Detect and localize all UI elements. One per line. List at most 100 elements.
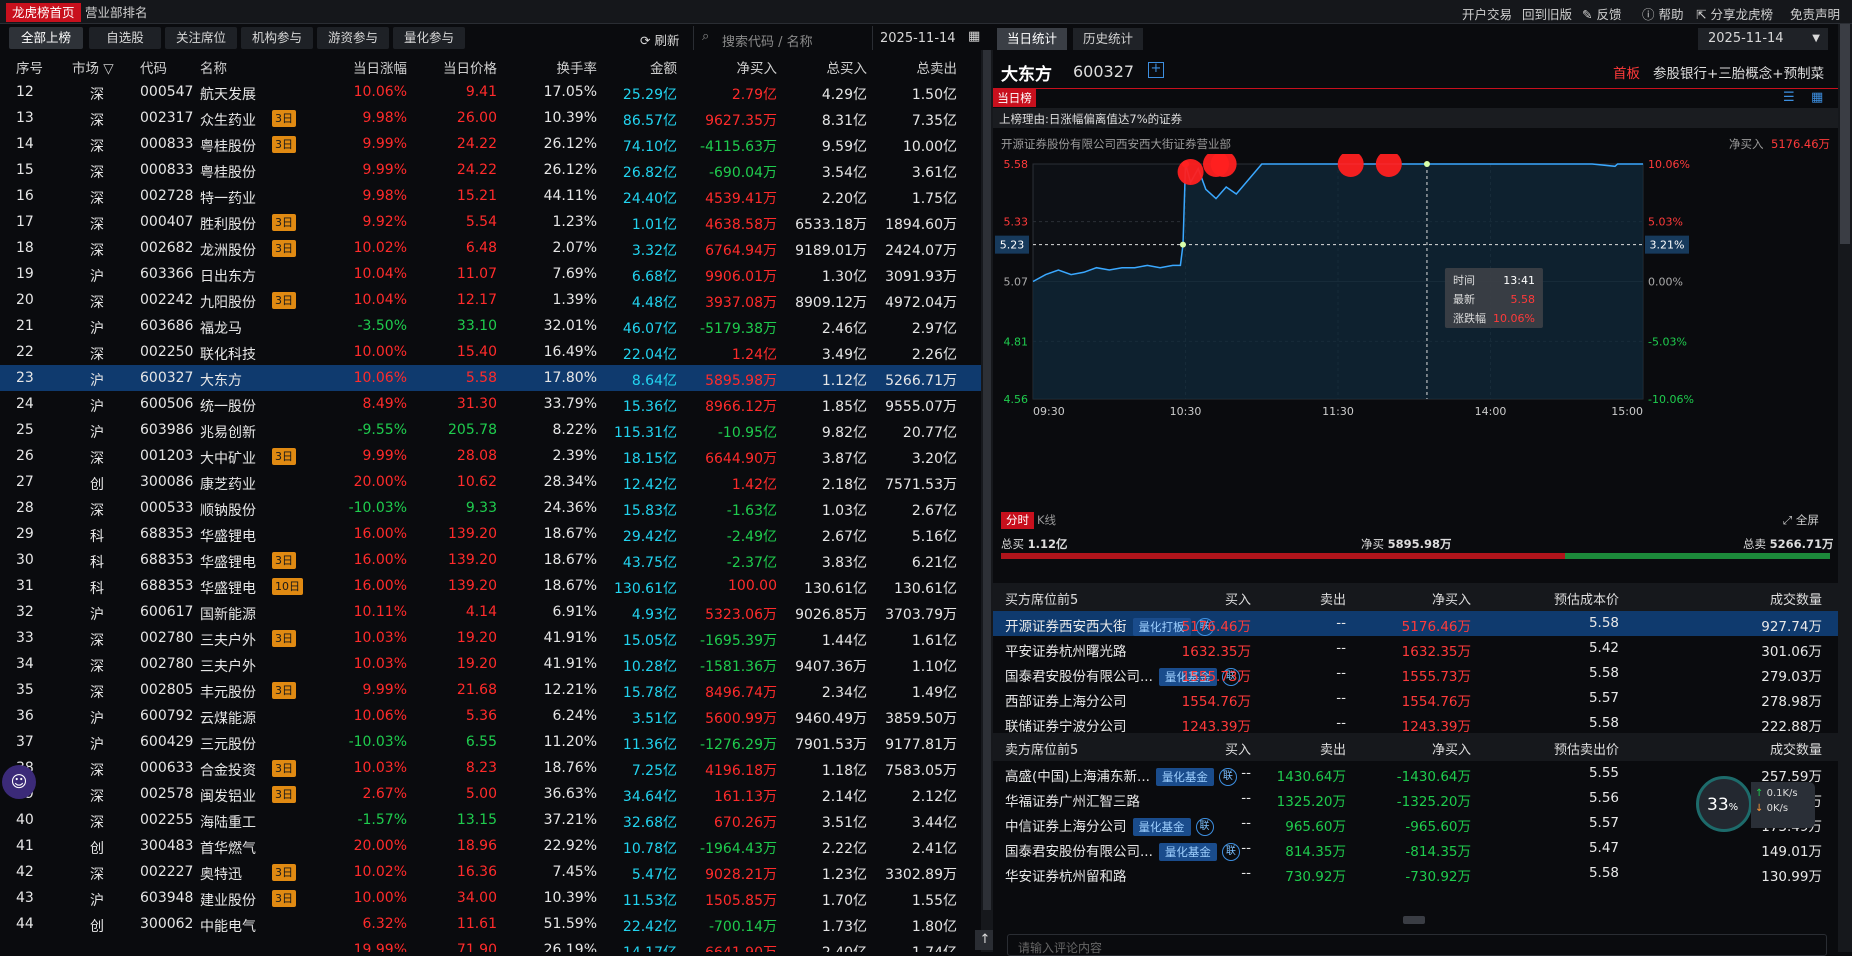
list-view-icon[interactable]: ☰ (1783, 90, 1795, 105)
cell-code[interactable]: 000407 (140, 214, 194, 230)
cell-code[interactable]: 000533 (140, 500, 194, 516)
cell-name[interactable]: 国新能源 (200, 607, 256, 623)
col-turnover[interactable]: 换手率 (556, 61, 598, 77)
fullscreen-button[interactable]: ⤢ 全屏 (1783, 512, 1819, 528)
help-link[interactable]: ⓘ 帮助 (1642, 4, 1684, 23)
filter-icon[interactable]: ▽ (103, 61, 114, 77)
col-total-buy[interactable]: 总买入 (826, 61, 868, 77)
cell-name[interactable]: 日出东方 (200, 269, 256, 285)
tab-history-stats[interactable]: 历史统计 (1073, 28, 1144, 50)
right-scrollbar[interactable] (1838, 24, 1852, 952)
cell-name[interactable]: 九阳股份 (200, 295, 256, 311)
cell-name[interactable]: 大东方 (200, 373, 242, 389)
col-name[interactable]: 名称 (200, 61, 227, 77)
seat-row[interactable]: 平安证券杭州曙光路 1632.35万 -- 1632.35万 5.42 301.06万 (993, 636, 1838, 661)
cell-name[interactable]: 合金投资 (200, 763, 256, 779)
cell-name[interactable]: 特一药业 (200, 191, 256, 207)
cell-name[interactable]: 奥特迅 (200, 867, 242, 883)
scroll-top-button[interactable]: ↑ (975, 930, 995, 950)
cell-code[interactable]: 000833 (140, 162, 194, 178)
table-row[interactable]: 17 深 000407 胜利股份 9.92% 5.54 1.23% 1.01亿 4638.58万… (0, 209, 981, 235)
cell-name[interactable]: 众生药业 (200, 113, 256, 129)
table-row[interactable]: 15 深 000833 粤桂股份 9.99% 24.22 26.12% 26.82亿 -690.… (0, 157, 981, 183)
search-box[interactable]: ⌕ 搜索代码 / 名称 (693, 26, 873, 50)
cell-name[interactable]: 联化科技 (200, 347, 256, 363)
day-list-tab[interactable]: 当日榜 (993, 89, 1036, 107)
tab-kline[interactable]: K线 (1037, 513, 1057, 527)
cell-name[interactable]: 顺钠股份 (200, 503, 256, 519)
cell-code[interactable]: 688353 (140, 578, 194, 594)
table-row[interactable]: 14 深 000833 粤桂股份 9.99% 24.22 26.12% 74.10亿 -4115… (0, 131, 981, 157)
table-row[interactable]: 38深000633合金投资10.03%8.2318.76%7.25亿4196.1… (0, 755, 981, 781)
linked-seat-icon[interactable]: 联 (1221, 843, 1240, 861)
table-row[interactable]: 21 沪 603686 福龙马 -3.50% 33.10 32.01% 46.07亿 -5179… (0, 313, 981, 339)
tab-lhb-home[interactable]: 龙虎榜首页 (6, 3, 81, 22)
filter-quant[interactable]: 量化参与 (393, 27, 465, 49)
table-row[interactable]: 33 深 002780 三夫户外 10.03% 19.20 41.91% 15.05亿 -169… (0, 625, 981, 651)
cell-code[interactable]: 688353 (140, 526, 194, 542)
cell-code[interactable]: 600429 (140, 734, 194, 750)
cell-code[interactable]: 002780 (140, 656, 194, 672)
tab-intraday[interactable]: 分时 (1001, 512, 1034, 529)
table-row[interactable]: 35 深 002805 丰元股份 9.99% 21.68 12.21% 15.78亿 8496.… (0, 677, 981, 703)
cell-name[interactable]: 闽发铝业 (200, 789, 256, 805)
refresh-button[interactable]: ⟳ 刷新 (640, 30, 679, 49)
table-row[interactable]: 27 创 300086 康芝药业 20.00% 10.62 28.34% 12.42亿 1.42… (0, 469, 981, 495)
seat-row[interactable]: 国泰君安股份有限公司... 量化基金联 -- 814.35万 -814.35万 5.47 1… (993, 836, 1838, 861)
cell-name[interactable]: 粤桂股份 (200, 165, 256, 181)
seat-row[interactable]: 联储证券宁波分公司 1243.39万 -- 1243.39万 5.58 222.88万 (993, 711, 1838, 736)
share-link[interactable]: ⇱ 分享龙虎榜 (1696, 4, 1773, 23)
cell-code[interactable]: 600506 (140, 396, 194, 412)
table-row[interactable]: 26 深 001203 大中矿业 9.99% 28.08 2.39% 18.15亿 6644.9… (0, 443, 981, 469)
seat-name-cell[interactable]: 高盛(中国)上海浦东新... 量化基金联 (1005, 765, 1237, 786)
cell-name[interactable]: 三夫户外 (200, 659, 256, 675)
table-row[interactable]: 13 深 002317 众生药业 9.98% 26.00 10.39% 86.57亿 9627.… (0, 105, 981, 131)
robot-icon[interactable]: ☺ (2, 765, 36, 799)
table-row[interactable]: 43 沪 603948 建业股份 10.00% 34.00 10.39% 11.53亿 1505… (0, 885, 981, 911)
table-row[interactable]: 34 深 002780 三夫户外 10.03% 19.20 41.91% 10.28亿 -158… (0, 651, 981, 677)
cell-name[interactable]: 胜利股份 (200, 217, 256, 233)
date-picker[interactable]: 2025-11-14 (880, 31, 956, 46)
cell-name[interactable]: 华盛锂电 (200, 581, 256, 597)
table-row[interactable]: 37 沪 600429 三元股份 -10.03% 6.55 11.20% 11.36亿 -127… (0, 729, 981, 755)
cell-name[interactable]: 康芝药业 (200, 477, 256, 493)
cell-name[interactable]: 龙洲股份 (200, 243, 256, 259)
table-row[interactable]: 16 深 002728 特一药业 9.98% 15.21 44.11% 24.40亿 4539.… (0, 183, 981, 209)
table-row[interactable]: 41 创 300483 首华燃气 20.00% 18.96 22.92% 10.78亿 -196… (0, 833, 981, 859)
table-row[interactable]: 40 深 002255 海陆重工 -1.57% 13.15 37.21% 32.68亿 670.… (0, 807, 981, 833)
cell-code[interactable]: 002250 (140, 344, 194, 360)
table-row[interactable]: 39深002578闽发铝业2.67%5.0036.63%34.64亿161.13… (0, 781, 981, 807)
table-row[interactable]: 32 沪 600617 国新能源 10.11% 4.14 6.91% 4.93亿 5323.06… (0, 599, 981, 625)
tab-daily-stats[interactable]: 当日统计 (997, 28, 1068, 50)
cell-code[interactable]: 002242 (140, 292, 194, 308)
open-account-link[interactable]: 开户交易 (1462, 7, 1513, 22)
cell-code[interactable]: 002780 (140, 630, 194, 646)
table-row[interactable]: 28 深 000533 顺钠股份 -10.03% 9.33 24.36% 15.83亿 -1.6… (0, 495, 981, 521)
table-row[interactable]: 23 沪 600327 大东方 10.06% 5.58 17.80% 8.64亿 5895.98… (0, 365, 981, 391)
cell-code[interactable]: 300086 (140, 474, 194, 490)
linked-seat-icon[interactable]: 联 (1195, 818, 1214, 836)
seat-name-cell[interactable]: 平安证券杭州曙光路 (1005, 640, 1127, 660)
table-row[interactable]: 42 深 002227 奥特迅 10.02% 16.36 7.45% 5.47亿 9028.21… (0, 859, 981, 885)
cell-code[interactable]: 603366 (140, 266, 194, 282)
cell-code[interactable]: 603948 (140, 890, 194, 906)
seat-name-cell[interactable]: 国泰君安股份有限公司... 量化基金联 (1005, 840, 1240, 861)
panel-divider[interactable]: ↑ (975, 50, 995, 952)
col-net-buy[interactable]: 净买入 (736, 61, 778, 77)
cell-name[interactable]: 大中矿业 (200, 451, 256, 467)
linked-seat-icon[interactable]: 联 (1195, 618, 1214, 636)
grid-view-icon[interactable]: ▦ (1811, 90, 1824, 105)
col-change[interactable]: 当日涨幅 (353, 61, 407, 77)
cell-code[interactable]: 002578 (140, 786, 194, 802)
col-code[interactable]: 代码 (140, 61, 167, 77)
cell-code[interactable]: 002227 (140, 864, 194, 880)
cell-code[interactable]: 600792 (140, 708, 194, 724)
table-row[interactable]: 19.99% 71.90 26.19%14.17亿 6641.90万2.40亿1.74… (0, 937, 981, 952)
calendar-icon[interactable]: ▦ (968, 29, 981, 44)
feedback-link[interactable]: ✎ 反馈 (1582, 4, 1621, 23)
cell-code[interactable]: 603986 (140, 422, 194, 438)
cell-name[interactable]: 丰元股份 (200, 685, 256, 701)
seat-name-cell[interactable]: 华福证券广州汇智三路 (1005, 790, 1140, 810)
collapse-handle[interactable] (1403, 916, 1425, 924)
cell-code[interactable]: 000833 (140, 136, 194, 152)
